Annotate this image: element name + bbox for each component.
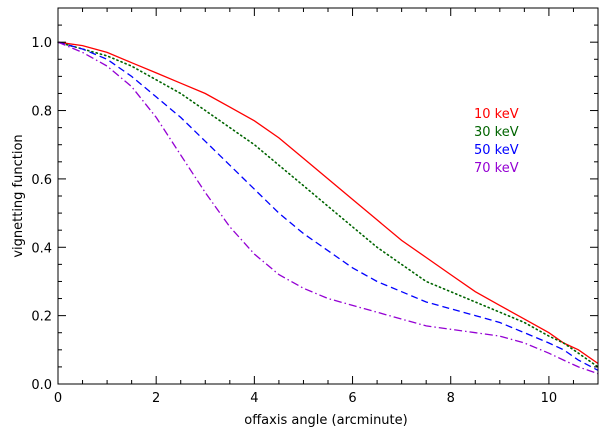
- series-line-2: [57, 41, 599, 368]
- x-tick-label: 0: [54, 391, 62, 406]
- legend-entry-1: 10 keV: [474, 107, 519, 122]
- x-tick-label: 6: [348, 391, 356, 406]
- x-tick-label: 10: [541, 391, 558, 406]
- y-tick-label: 0.4: [31, 241, 52, 256]
- legend-entry-2: 30 keV: [474, 125, 519, 140]
- x-tick-label: 8: [447, 391, 455, 406]
- plot-frame: [57, 7, 599, 385]
- plot-area: 0 2 4 6 8 10 0.0 0.2 0.4 0.6 0.8 1.0 offaxis angle (…: [11, 7, 599, 428]
- legend-entry-4: 70 keV: [474, 161, 519, 176]
- y-tick-label: 1.0: [31, 36, 52, 51]
- x-tick-label: 2: [152, 391, 160, 406]
- y-tick-label: 0.0: [31, 378, 52, 393]
- series-line-4: [57, 41, 599, 375]
- x-tick-label: 4: [250, 391, 258, 406]
- axis-layer: 0 2 4 6 8 10 0.0 0.2 0.4 0.6 0.8 1.0 offaxis angle (…: [11, 7, 599, 428]
- y-axis-title: vignetting function: [11, 134, 26, 257]
- series-layer: [57, 41, 599, 375]
- series-line-1: [57, 41, 599, 365]
- y-tick-label: 0.6: [31, 173, 52, 188]
- y-tick-label: 0.8: [31, 105, 52, 120]
- legend: 10 keV 30 keV 50 keV 70 keV: [474, 107, 519, 176]
- y-tick-label: 0.2: [31, 310, 52, 325]
- x-axis-title: offaxis angle (arcminute): [244, 413, 407, 428]
- series-line-3: [57, 41, 599, 371]
- legend-entry-3: 50 keV: [474, 143, 519, 158]
